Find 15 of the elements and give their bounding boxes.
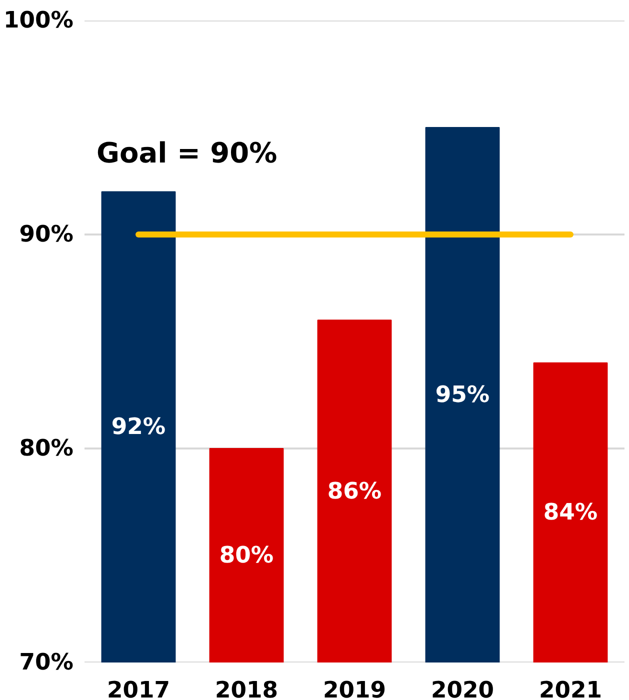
y-tick-label: 90% <box>19 222 74 248</box>
x-tick-label: 2019 <box>322 678 386 700</box>
x-tick-label: 2017 <box>106 678 170 700</box>
data-label: 95% <box>435 382 490 408</box>
x-tick-label: 2018 <box>214 678 278 700</box>
y-tick-label: 70% <box>19 650 74 676</box>
y-tick-label: 80% <box>19 436 74 462</box>
data-label: 92% <box>111 414 166 440</box>
x-tick-label: 2020 <box>430 678 494 700</box>
data-label: 86% <box>327 478 382 504</box>
x-tick-label: 2021 <box>538 678 602 700</box>
y-tick-label: 100% <box>4 8 74 34</box>
data-label: 84% <box>543 500 598 526</box>
data-label: 80% <box>219 542 274 568</box>
ref-line-label: Goal = 90% <box>96 136 278 170</box>
